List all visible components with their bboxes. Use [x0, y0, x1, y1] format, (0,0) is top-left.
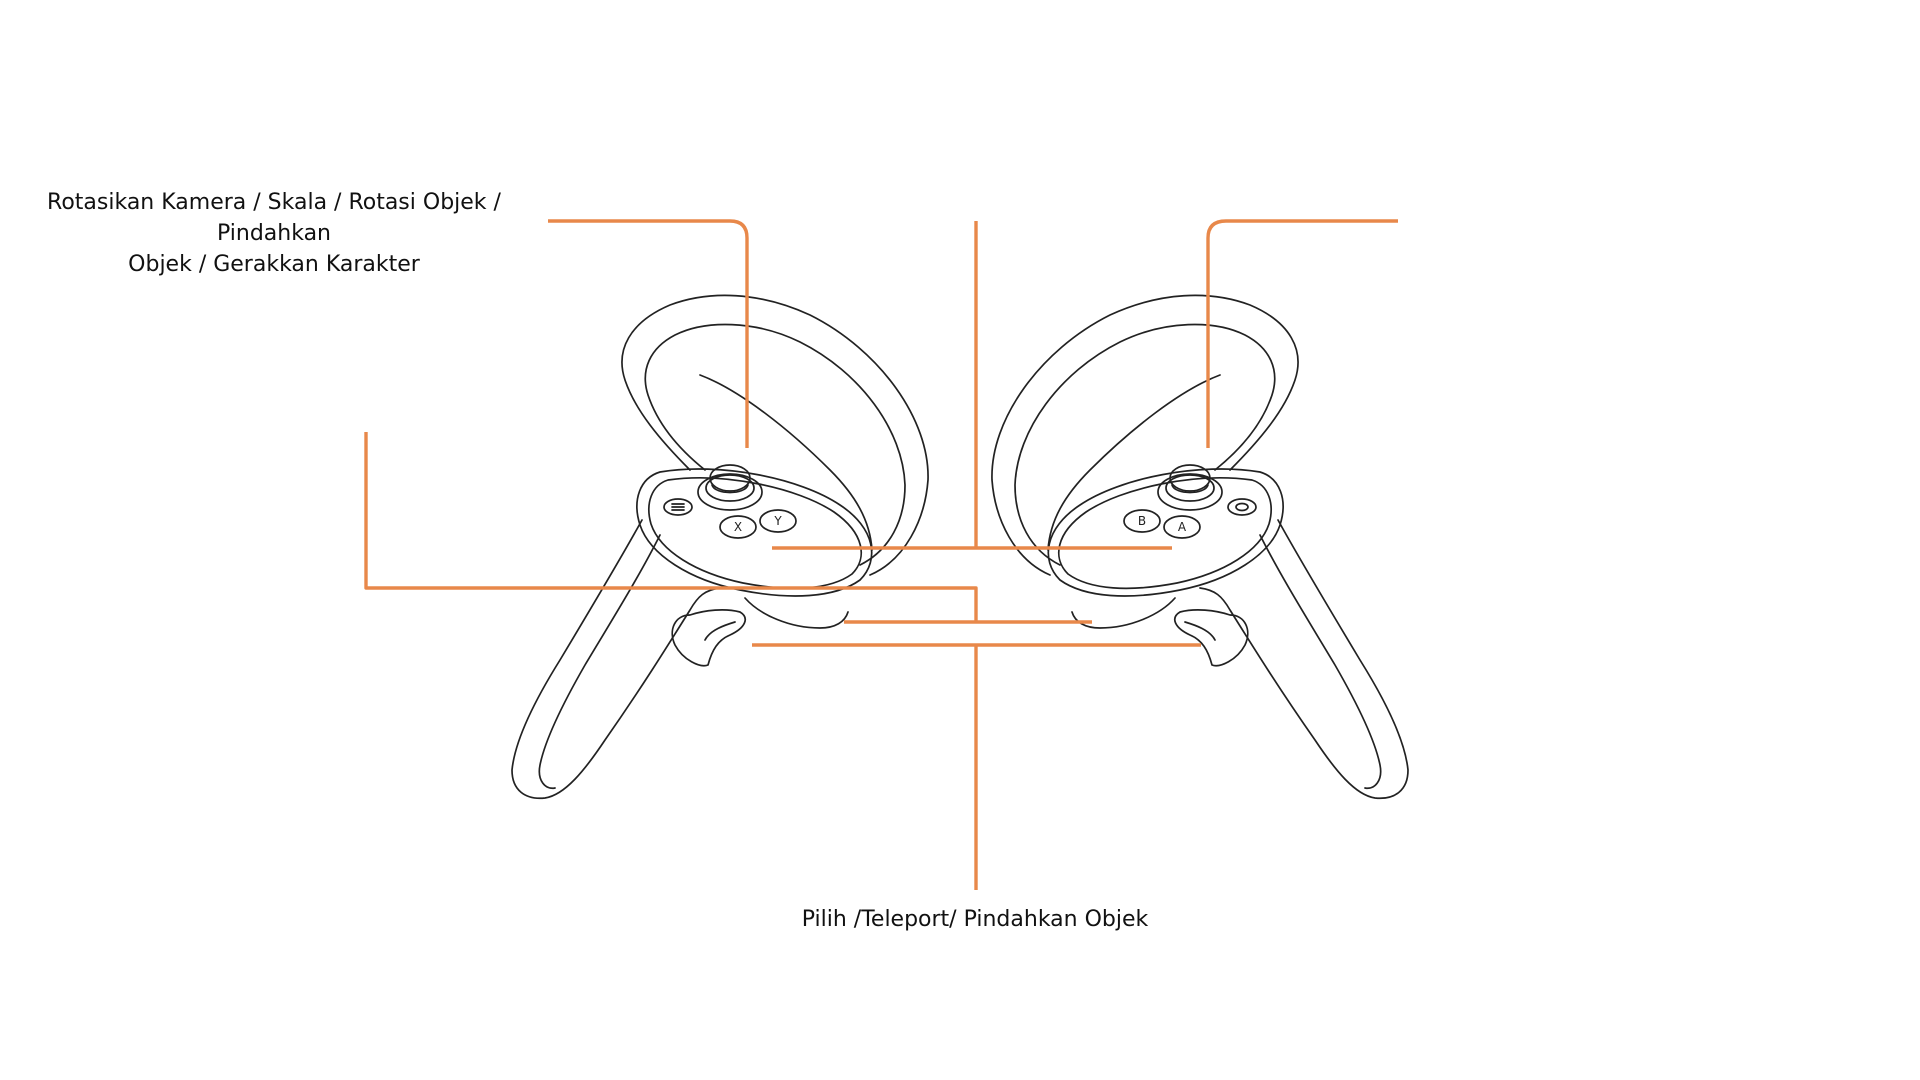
left-y-button-label: Y	[773, 514, 782, 528]
left-grip-lower	[744, 597, 849, 629]
left-trigger-inner	[704, 621, 736, 641]
right-tracking-ring-outer	[991, 294, 1299, 576]
right-controller	[991, 294, 1409, 800]
right-face-plate-inner	[1057, 477, 1272, 590]
callout-lines	[364, 219, 1398, 890]
left-controller: X Y	[511, 294, 929, 800]
right-handle-inner	[1259, 534, 1382, 790]
left-thumbstick-stem	[711, 484, 749, 494]
right-thumbstick-base	[1157, 473, 1223, 511]
thumbstick-callout-label: Rotasikan Kamera / Skala / Rotasi Objek …	[47, 190, 501, 277]
left-x-button-label: X	[734, 520, 742, 534]
callout-left-thumbstick	[548, 219, 749, 448]
left-x-button	[719, 515, 757, 539]
left-thumbstick-ring	[705, 474, 755, 502]
right-thumbstick-stem	[1171, 484, 1209, 494]
right-b-button	[1123, 509, 1161, 533]
right-thumbstick-cap	[1169, 464, 1211, 492]
right-trigger-inner	[1184, 621, 1216, 641]
trigger-callout-label: Pilih /Teleport/ Pindahkan Objek	[801, 907, 1149, 932]
left-ring-band	[699, 374, 873, 551]
right-trigger	[1173, 609, 1249, 667]
right-thumbstick-ring	[1165, 474, 1215, 502]
left-y-button	[759, 509, 797, 533]
left-face-plate-inner	[648, 477, 863, 590]
left-thumbstick-base	[697, 473, 763, 511]
left-tracking-ring-inner	[644, 323, 906, 566]
left-handle	[511, 519, 721, 800]
right-ring-band	[1047, 374, 1221, 551]
left-menu-button	[663, 498, 693, 516]
right-a-button-label: A	[1178, 520, 1187, 534]
right-handle	[1199, 519, 1409, 800]
right-oculus-button	[1227, 498, 1257, 516]
left-handle-inner	[538, 534, 661, 790]
callout-right-thumbstick	[1206, 219, 1398, 448]
menu-icon	[671, 503, 685, 511]
left-trigger	[671, 609, 747, 667]
right-a-button	[1163, 515, 1201, 539]
right-tracking-ring-inner	[1014, 323, 1276, 566]
callout-left-grip	[364, 432, 978, 622]
oculus-icon	[1235, 502, 1249, 512]
right-b-button-label: B	[1138, 514, 1146, 528]
left-tracking-ring-outer	[621, 294, 929, 576]
left-thumbstick-cap	[709, 464, 751, 492]
